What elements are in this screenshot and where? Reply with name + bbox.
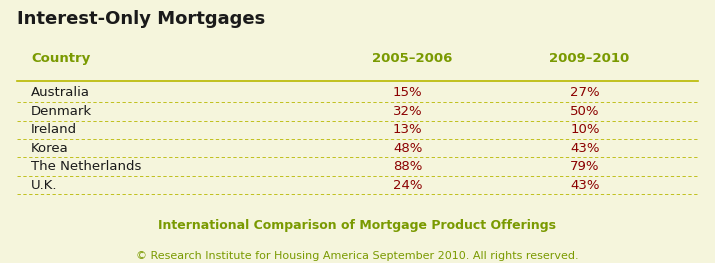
Text: © Research Institute for Housing America September 2010. All rights reserved.: © Research Institute for Housing America… [136,251,579,261]
Text: 48%: 48% [393,142,423,155]
Text: 79%: 79% [571,160,600,173]
Text: Country: Country [31,52,90,65]
Text: The Netherlands: The Netherlands [31,160,142,173]
Text: 13%: 13% [393,123,423,136]
Text: Interest-Only Mortgages: Interest-Only Mortgages [17,10,265,28]
Text: 2005–2006: 2005–2006 [372,52,452,65]
Text: International Comparison of Mortgage Product Offerings: International Comparison of Mortgage Pro… [159,219,556,232]
Text: 50%: 50% [571,105,600,118]
Text: Denmark: Denmark [31,105,92,118]
Text: 10%: 10% [571,123,600,136]
Text: 32%: 32% [393,105,423,118]
Text: U.K.: U.K. [31,179,58,191]
Text: 15%: 15% [393,87,423,99]
Text: 27%: 27% [571,87,600,99]
Text: 2009–2010: 2009–2010 [549,52,629,65]
Text: 43%: 43% [571,142,600,155]
Text: 88%: 88% [393,160,423,173]
Text: Ireland: Ireland [31,123,77,136]
Text: 24%: 24% [393,179,423,191]
Text: Korea: Korea [31,142,69,155]
Text: Australia: Australia [31,87,90,99]
Text: 43%: 43% [571,179,600,191]
